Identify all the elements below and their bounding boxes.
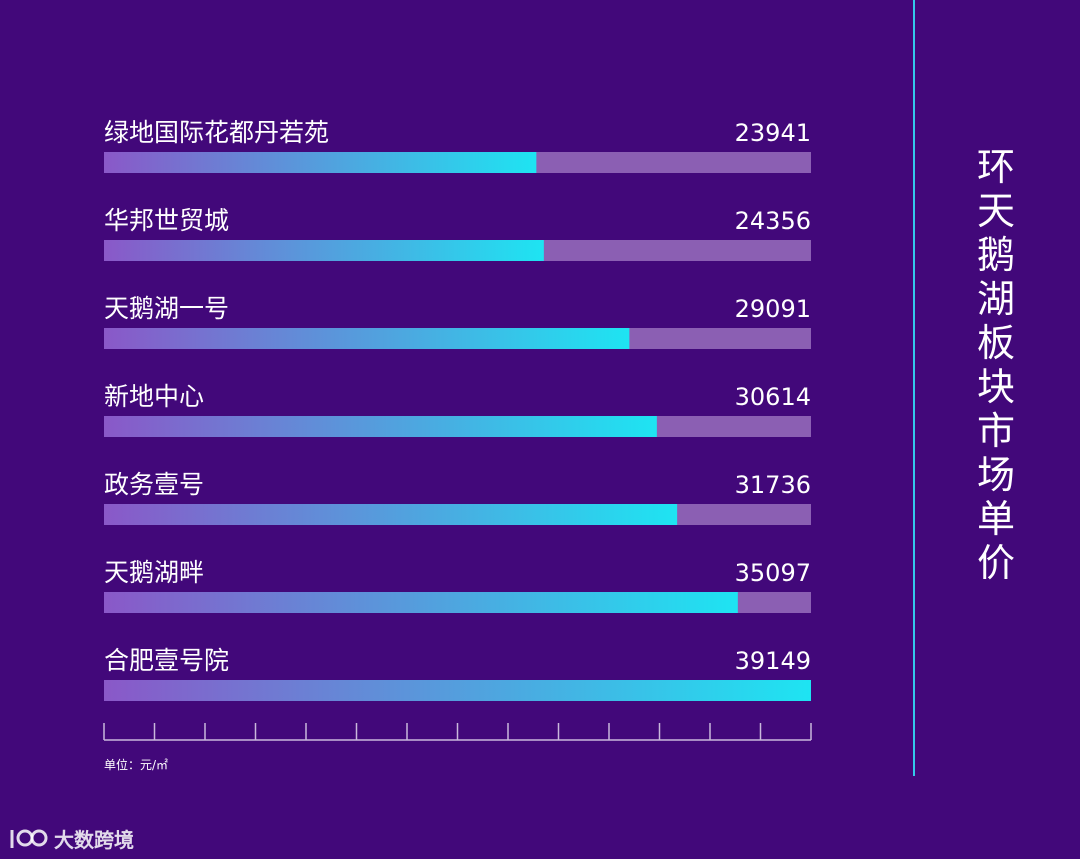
x-axis [103,723,812,741]
category-label: 天鹅湖一号 [104,294,229,323]
bar-row: 天鹅湖一号 29091 [104,294,811,349]
value-label: 30614 [735,383,811,411]
bar-row: 政务壹号 31736 [104,470,811,525]
bar-row: 新地中心 30614 [104,382,811,437]
watermark-logo-icon [10,829,48,848]
value-label: 24356 [735,207,811,235]
category-label: 新地中心 [104,382,204,411]
unit-label: 单位：元/㎡ [104,758,169,772]
category-label: 绿地国际花都丹若苑 [104,118,329,147]
value-label: 29091 [735,295,811,323]
watermark: 大数跨境 [8,822,134,854]
value-label: 35097 [735,559,811,587]
value-label: 23941 [735,119,811,147]
bar-row: 天鹅湖畔 35097 [104,558,811,613]
bar [104,328,630,349]
chart-title: 环天鹅湖板块市场单价 [976,145,1015,585]
bar-row: 合肥壹号院 39149 [104,646,811,701]
category-label: 政务壹号 [104,470,204,499]
bar [104,592,738,613]
bar [104,152,537,173]
category-label: 合肥壹号院 [104,646,229,675]
bar-row: 华邦世贸城 24356 [104,206,811,261]
value-label: 39149 [735,647,811,675]
divider-line [913,0,915,776]
bar-row: 绿地国际花都丹若苑 23941 [104,118,811,173]
category-label: 天鹅湖畔 [104,558,204,587]
bar [104,504,678,525]
watermark-text: 大数跨境 [54,827,134,852]
bar [104,240,544,261]
category-label: 华邦世贸城 [104,206,229,235]
bar [104,680,811,701]
value-label: 31736 [735,471,811,499]
bar [104,416,657,437]
